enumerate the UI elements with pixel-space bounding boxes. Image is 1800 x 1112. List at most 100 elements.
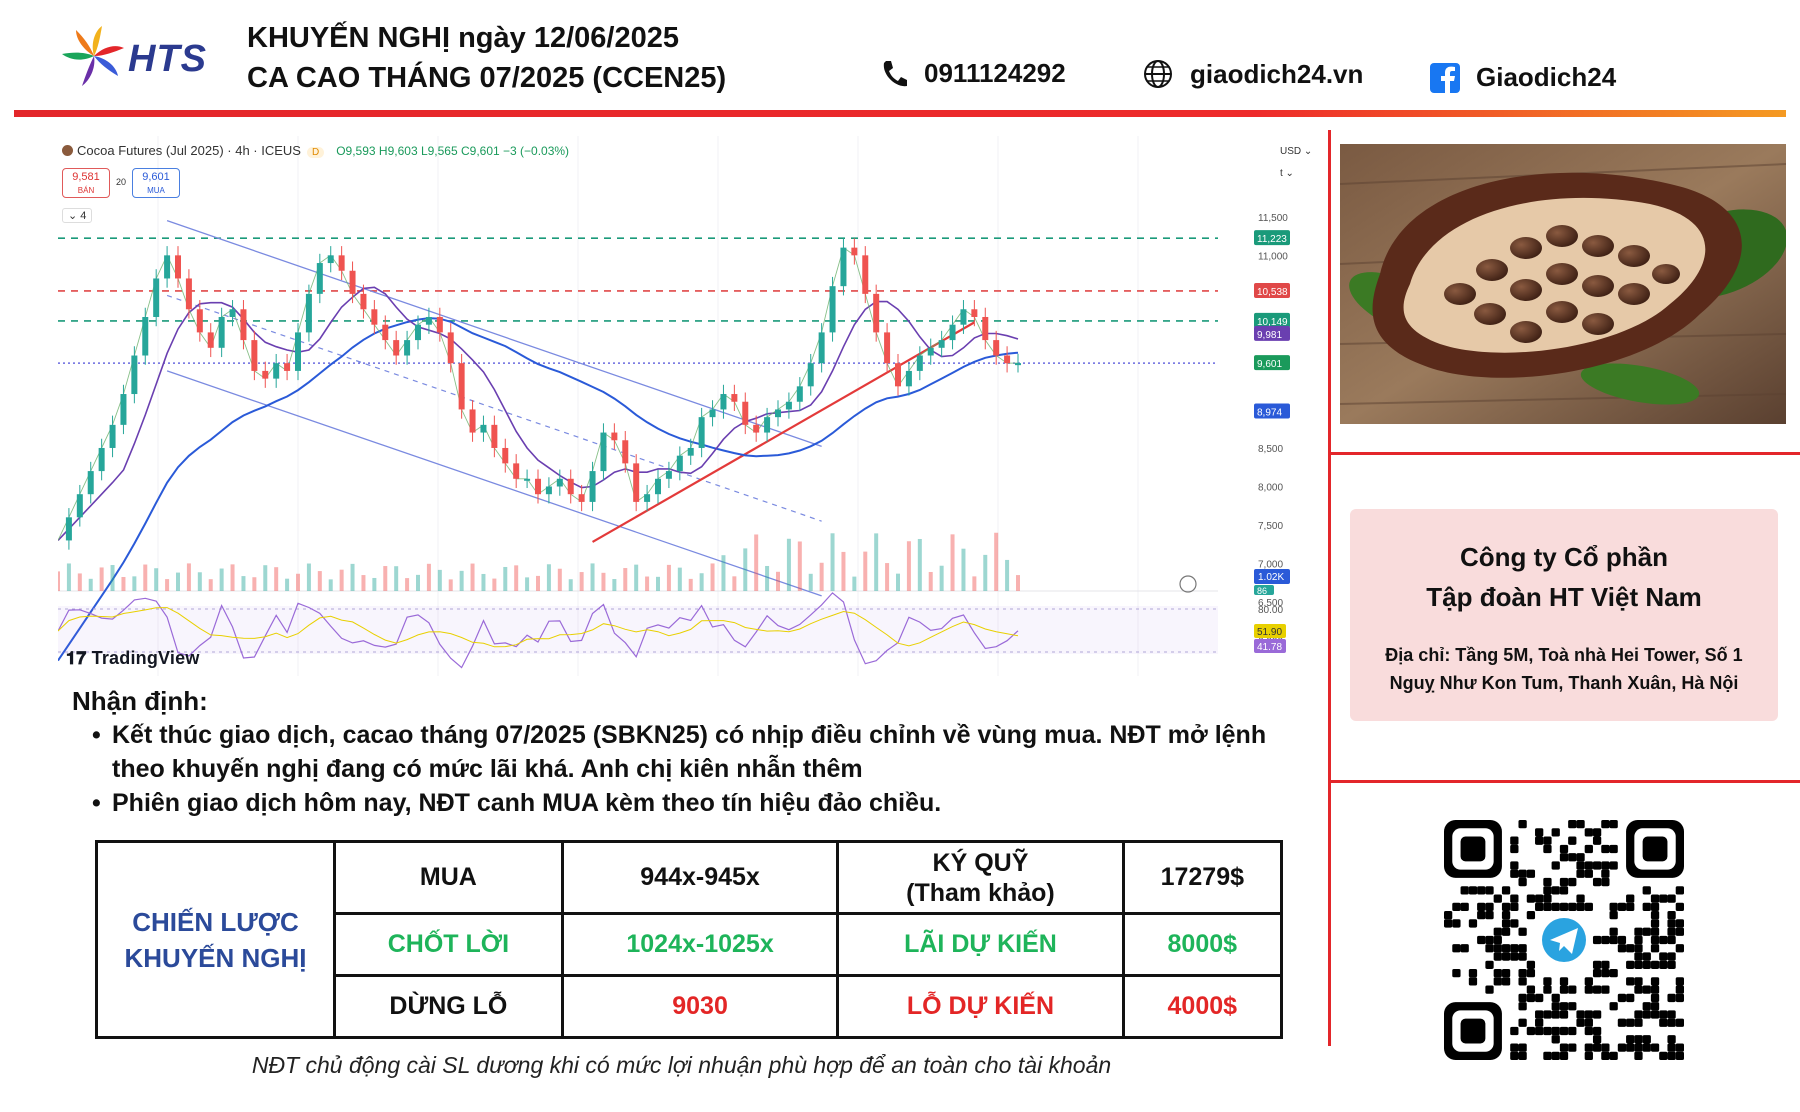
candle-body: [633, 463, 640, 502]
qr-module: [1501, 944, 1511, 953]
qr-module: [1584, 902, 1593, 912]
qr-module: [1675, 1018, 1684, 1027]
phone-contact[interactable]: 0911124292: [880, 58, 1066, 89]
cocoa-pod-image: [1339, 144, 1788, 424]
qr-module: [1568, 985, 1577, 994]
qr-module: [1675, 977, 1684, 986]
candle-body: [742, 401, 749, 425]
qr-module: [1650, 960, 1660, 969]
volume-bar: [634, 564, 639, 591]
qr-module: [1518, 1051, 1527, 1060]
currency-selector[interactable]: USD ⌄: [1280, 146, 1313, 157]
qr-module: [1634, 960, 1643, 969]
qr-module: [1559, 844, 1569, 854]
qr-module: [1551, 886, 1560, 895]
expected-profit-key: LÃI DỰ KIẾN: [836, 912, 1125, 977]
currency-label: USD: [1280, 146, 1302, 157]
qr-module: [1659, 952, 1668, 961]
order-quantity[interactable]: 20: [116, 177, 127, 187]
qr-module: [1518, 968, 1527, 978]
qr-module: [1642, 985, 1651, 994]
qr-module: [1675, 919, 1684, 928]
qr-module: [1452, 902, 1461, 912]
qr-module: [1543, 1051, 1552, 1060]
qr-module: [1501, 952, 1511, 961]
qr-module: [1501, 886, 1511, 895]
qr-module: [1510, 952, 1519, 961]
price-tag-label: 8,974: [1257, 407, 1282, 418]
strategy-label-line2: KHUYẾN NGHỊ: [124, 942, 307, 973]
candle-body: [295, 332, 301, 371]
y-tick-label: 6,500: [1258, 598, 1283, 609]
qr-module: [1626, 1035, 1635, 1044]
indicator-toggle[interactable]: ⌄ 4: [62, 208, 93, 223]
candle-body: [600, 432, 607, 472]
candle-body: [120, 394, 127, 425]
unit-selector[interactable]: t ⌄: [1280, 168, 1294, 179]
facebook-contact[interactable]: Giaodich24: [1430, 62, 1616, 93]
qr-module: [1634, 1010, 1643, 1019]
qr-module: [1535, 902, 1544, 912]
qr-module: [1485, 886, 1494, 895]
qr-module: [1551, 1035, 1560, 1044]
telegram-qr-code[interactable]: [1444, 820, 1684, 1060]
qr-module: [1650, 993, 1660, 1003]
indicator-count: 4: [80, 210, 87, 222]
candle-body: [1004, 355, 1011, 364]
qr-module: [1460, 944, 1469, 953]
qr-module: [1477, 902, 1486, 912]
qr-module: [1551, 1051, 1560, 1060]
qr-module: [1659, 1018, 1668, 1027]
company-name: Công ty Cổ phần Tập đoàn HT Việt Nam: [1350, 537, 1778, 617]
rsi-tag-label: 41.78: [1257, 642, 1282, 653]
qr-module: [1634, 1043, 1643, 1052]
qr-module: [1584, 1043, 1593, 1052]
website-contact[interactable]: giaodich24.vn: [1142, 58, 1363, 90]
price-tag-label: 10,149: [1257, 317, 1288, 328]
qr-module: [1650, 985, 1660, 994]
volume-bar: [208, 579, 213, 591]
qr-module: [1592, 861, 1602, 870]
qr-module: [1659, 935, 1668, 945]
hts-logo: [58, 22, 208, 94]
price-tag: [1254, 312, 1290, 328]
header-divider: [14, 110, 1786, 117]
qr-module: [1609, 1002, 1618, 1011]
candle-body: [316, 263, 323, 294]
qr-module: [1642, 1035, 1651, 1044]
candle-body: [218, 316, 225, 348]
volume-bar: [66, 563, 71, 591]
candle-body: [556, 478, 563, 487]
qr-module: [1592, 1035, 1602, 1044]
qr-module: [1667, 894, 1676, 903]
qr-module: [1642, 1002, 1651, 1011]
qr-module: [1510, 1026, 1519, 1036]
qr-module: [1535, 1018, 1544, 1027]
qr-module: [1650, 902, 1660, 912]
qr-module: [1535, 1026, 1544, 1036]
qr-module: [1518, 869, 1527, 878]
qr-module: [1617, 902, 1627, 912]
volume-tag-label: 1.02K: [1258, 572, 1284, 583]
volume-bar: [939, 565, 944, 591]
candle-body: [131, 355, 138, 395]
y-tick-label: 7,500: [1258, 521, 1283, 532]
candle-body: [676, 455, 683, 472]
candle-body: [851, 247, 858, 256]
price-chart[interactable]: 11,50011,0008,5008,0007,5007,0006,5006,0…: [58, 136, 1318, 676]
qr-module: [1642, 1010, 1651, 1019]
price-tag-label: 9,981: [1257, 330, 1282, 341]
buy-button[interactable]: 9,601 MUA: [132, 168, 180, 198]
qr-module: [1485, 902, 1494, 912]
qr-module: [1576, 820, 1585, 829]
qr-module: [1477, 911, 1486, 920]
rsi-line: [58, 592, 1019, 669]
sell-button[interactable]: 9,581 BÁN: [62, 168, 110, 198]
qr-module: [1601, 877, 1610, 887]
candle-body: [720, 394, 727, 410]
volume-bar: [656, 576, 660, 591]
candle-body: [840, 247, 847, 287]
qr-module: [1501, 977, 1511, 986]
qr-module: [1510, 836, 1519, 845]
y-tick-label: 7,000: [1258, 560, 1283, 571]
